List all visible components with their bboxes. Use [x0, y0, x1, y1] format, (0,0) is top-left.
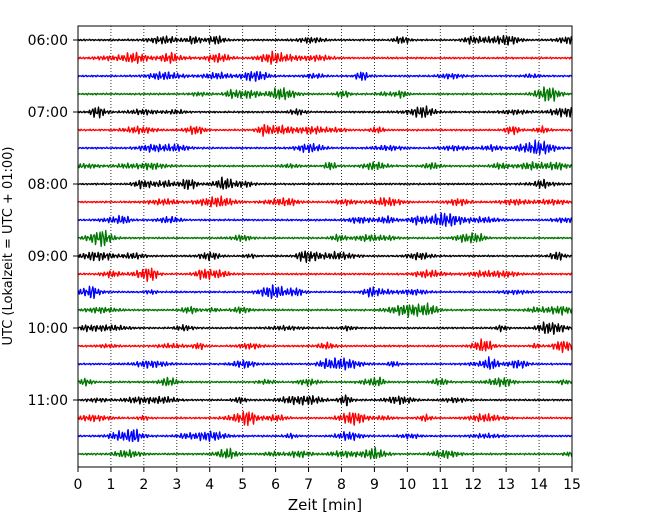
x-tick-label-3: 3 [172, 477, 181, 493]
trace-24 [77, 446, 573, 460]
trace-16 [77, 302, 573, 318]
trace-23 [77, 428, 573, 443]
trace-10 [77, 195, 573, 208]
x-tick-label-6: 6 [271, 477, 280, 493]
trace-20 [77, 376, 573, 388]
y-axis-title: UTC (Lokalzeit = UTC + 01:00) [1, 147, 16, 346]
trace-9 [77, 176, 573, 191]
y-tick-label-5: 11:00 [28, 393, 68, 409]
trace-5 [77, 105, 573, 119]
y-axis-ticks: 06:00 07:00 08:00 09:00 10:00 11:00 [28, 33, 78, 409]
y-tick-label-2: 08:00 [28, 177, 68, 193]
trace-1 [77, 34, 573, 46]
trace-4 [77, 86, 573, 102]
trace-12 [77, 229, 573, 248]
trace-13 [77, 250, 573, 264]
trace-19 [77, 356, 573, 371]
trace-6 [77, 123, 573, 137]
x-tick-label-7: 7 [304, 477, 313, 493]
x-tick-label-2: 2 [139, 477, 148, 493]
y-tick-label-0: 06:00 [28, 33, 68, 49]
trace-22 [77, 410, 573, 427]
y-tick-label-3: 09:00 [28, 249, 68, 265]
x-tick-label-15: 15 [563, 477, 581, 493]
x-tick-label-13: 13 [497, 477, 515, 493]
trace-21 [77, 394, 573, 407]
x-tick-label-9: 9 [370, 477, 379, 493]
x-tick-label-1: 1 [106, 477, 115, 493]
trace-14 [77, 267, 573, 283]
trace-7 [77, 139, 573, 155]
x-tick-label-5: 5 [238, 477, 247, 493]
x-tick-label-10: 10 [398, 477, 416, 493]
seismogram-traces [77, 34, 573, 460]
trace-18 [77, 338, 573, 354]
trace-2 [77, 50, 573, 65]
trace-8 [77, 161, 573, 171]
x-tick-label-8: 8 [337, 477, 346, 493]
plot-frame [77, 25, 573, 468]
trace-17 [77, 321, 573, 335]
y-tick-label-4: 10:00 [28, 321, 68, 337]
x-tick-label-11: 11 [431, 477, 449, 493]
trace-11 [77, 212, 573, 228]
x-tick-label-12: 12 [464, 477, 482, 493]
x-tick-label-4: 4 [205, 477, 214, 493]
trace-15 [77, 284, 573, 300]
x-axis-ticks: 0 1 2 3 4 5 6 7 8 9 10 11 12 13 14 15 [74, 467, 581, 493]
trace-3 [77, 70, 573, 82]
x-axis-title: Zeit [min] [288, 496, 362, 514]
y-tick-label-1: 07:00 [28, 105, 68, 121]
x-tick-label-14: 14 [530, 477, 548, 493]
x-tick-label-0: 0 [74, 477, 83, 493]
